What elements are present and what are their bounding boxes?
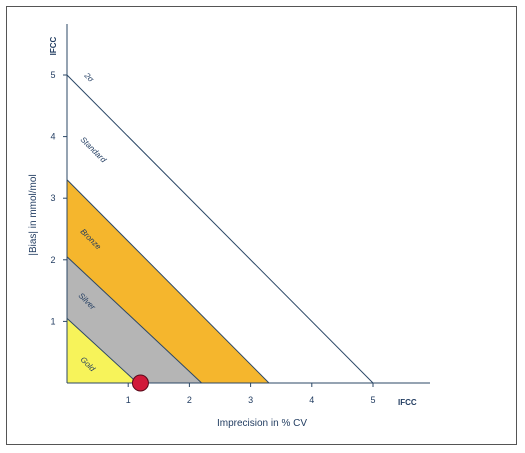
x-tick-label: 4 bbox=[309, 395, 314, 405]
boundary-line-silver bbox=[66, 256, 202, 384]
boundary-line-bronze bbox=[66, 179, 270, 384]
y-tick-label: 1 bbox=[50, 316, 55, 326]
y-tick-label: 2 bbox=[50, 255, 55, 265]
line-label-2sigma: 2σ bbox=[82, 70, 96, 84]
y-unit-label: IFCC bbox=[49, 36, 58, 55]
x-tick-label: 1 bbox=[126, 395, 131, 405]
x-tick-label: 5 bbox=[370, 395, 375, 405]
y-axis-label: |Bias| in mmol/mol bbox=[28, 174, 39, 255]
y-tick-label: 3 bbox=[50, 193, 55, 203]
x-tick-label: 2 bbox=[187, 395, 192, 405]
x-axis-label: Imprecision in % CV bbox=[217, 418, 307, 429]
result-marker bbox=[131, 374, 149, 392]
x-unit-label: IFCC bbox=[398, 398, 417, 407]
x-tick-label: 3 bbox=[248, 395, 253, 405]
boundary-line-gold bbox=[66, 317, 138, 384]
y-tick-label: 4 bbox=[50, 132, 55, 142]
y-tick-label: 5 bbox=[50, 70, 55, 80]
boundary-line-standard bbox=[66, 74, 374, 384]
